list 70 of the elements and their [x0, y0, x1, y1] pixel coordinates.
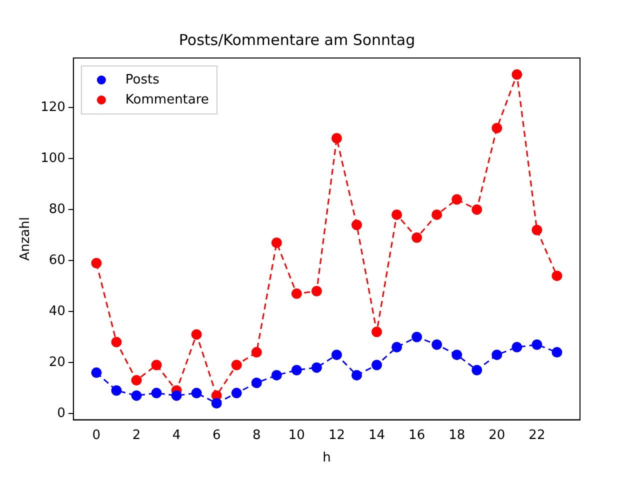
point	[392, 342, 402, 352]
chart-title: Posts/Kommentare am Sonntag	[178, 30, 416, 49]
point	[552, 270, 562, 282]
point	[432, 209, 442, 220]
point	[472, 364, 482, 376]
y-axis-title: Anzahl	[18, 217, 34, 261]
point	[452, 350, 462, 360]
y-tick-label: 100	[40, 151, 66, 166]
point	[392, 209, 402, 220]
x-tick-label: 0	[92, 428, 101, 443]
y-tick-label: 40	[48, 304, 66, 319]
point	[311, 286, 322, 296]
point	[532, 339, 542, 350]
point	[91, 367, 102, 378]
legend-label: Posts	[125, 72, 160, 88]
point	[151, 360, 162, 370]
point	[131, 390, 142, 401]
x-tick-label: 14	[368, 428, 386, 443]
x-tick-label: 20	[488, 428, 506, 443]
x-tick-label: 2	[132, 428, 141, 443]
point	[151, 388, 162, 398]
point	[351, 370, 362, 380]
point	[291, 364, 302, 376]
y-tick-label: 120	[40, 100, 66, 116]
point	[311, 362, 322, 373]
point	[131, 375, 142, 386]
point	[251, 347, 262, 358]
point	[211, 398, 222, 408]
point	[231, 360, 242, 370]
point	[432, 339, 442, 350]
x-tick-label: 4	[172, 428, 181, 443]
point	[291, 288, 302, 299]
point	[472, 204, 482, 215]
x-tick-label: 16	[408, 428, 426, 443]
point	[372, 360, 382, 370]
point	[492, 122, 502, 134]
x-axis-title: h	[322, 450, 331, 466]
point	[171, 390, 182, 401]
point	[412, 332, 422, 342]
point	[191, 388, 202, 398]
point	[111, 385, 122, 396]
y-tick-label: 20	[48, 354, 66, 370]
x-tick-label: 12	[328, 428, 345, 443]
point	[492, 350, 502, 360]
point	[191, 329, 202, 340]
point	[552, 347, 562, 358]
x-tick-label: 6	[212, 428, 221, 443]
point	[231, 388, 242, 398]
point	[91, 258, 102, 268]
y-tick-label: 0	[57, 406, 66, 421]
point	[271, 237, 282, 248]
point	[351, 220, 362, 230]
x-tick-label: 18	[448, 428, 466, 443]
point	[251, 378, 262, 388]
x-tick-label: 10	[288, 428, 305, 443]
x-tick-label: 22	[528, 428, 546, 443]
point	[271, 370, 282, 380]
y-tick-label: 80	[48, 202, 66, 217]
point	[331, 350, 342, 360]
point	[372, 326, 382, 338]
point	[111, 336, 122, 348]
y-tick-label: 60	[48, 252, 66, 268]
point	[452, 194, 462, 205]
x-tick-label: 8	[252, 428, 261, 443]
point	[331, 133, 342, 144]
point	[512, 342, 522, 352]
point	[512, 69, 522, 80]
legend-label: Kommentare	[125, 92, 209, 108]
point	[412, 232, 422, 243]
point	[532, 224, 542, 236]
